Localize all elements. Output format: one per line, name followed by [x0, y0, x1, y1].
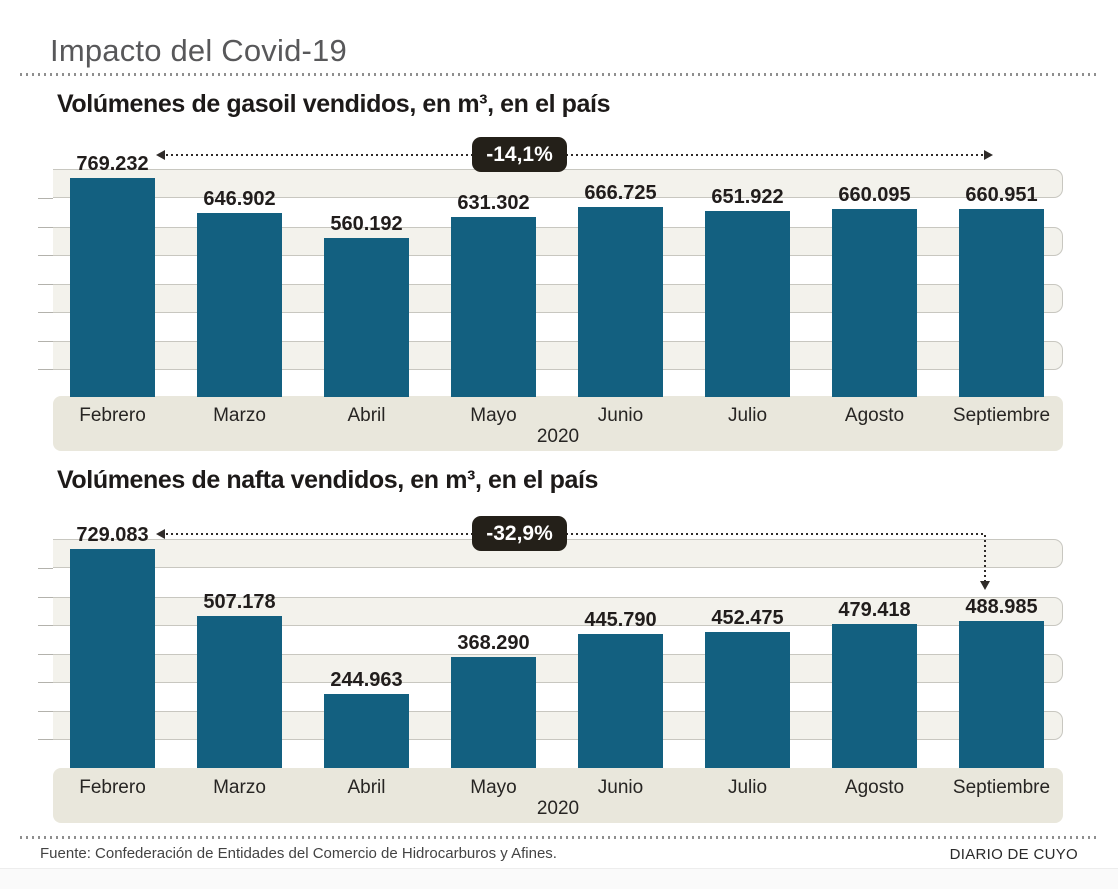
month-label: Abril [347, 405, 386, 426]
value-label: 660.951 [965, 184, 1038, 206]
month-label: Julio [727, 405, 768, 426]
axis-tick [38, 198, 53, 199]
bar [959, 209, 1044, 397]
bar [451, 217, 536, 397]
bar [197, 213, 282, 397]
value-label: 729.083 [76, 524, 149, 546]
month-label: Febrero [79, 777, 146, 798]
arrow-left-icon [156, 529, 165, 539]
month-label: Junio [597, 777, 644, 798]
bar [324, 238, 409, 397]
footer-divider [20, 836, 1098, 839]
bar [324, 694, 409, 768]
month-label: Marzo [213, 405, 266, 426]
value-label: 488.985 [965, 596, 1038, 618]
value-label: 660.095 [838, 184, 911, 206]
month-label: Marzo [213, 777, 266, 798]
gasoil-year-label: 2020 [536, 426, 580, 447]
axis-tick [38, 227, 53, 228]
gasoil-x-axis-band: 2020 Febrero Marzo Abril Mayo Junio Julio Agos… [53, 396, 1063, 451]
bar [705, 632, 790, 768]
grid-band [53, 169, 1063, 198]
axis-tick [38, 711, 53, 712]
arrow-left-icon [156, 150, 165, 160]
axis-tick [38, 341, 53, 342]
value-label: 507.178 [203, 591, 276, 613]
month-label: Junio [597, 405, 644, 426]
bar [705, 211, 790, 397]
axis-tick [38, 654, 53, 655]
month-label: Mayo [470, 405, 517, 426]
axis-tick [38, 625, 53, 626]
axis-tick [38, 682, 53, 683]
nafta-year-label: 2020 [536, 798, 580, 819]
arrow-right-icon [984, 150, 993, 160]
axis-tick [38, 284, 53, 285]
bar [832, 624, 917, 768]
bar [70, 549, 155, 768]
value-label: 368.290 [457, 632, 530, 654]
axis-tick [38, 568, 53, 569]
bottom-strip [0, 868, 1118, 889]
axis-tick [38, 369, 53, 370]
nafta-plot-area: 729.083 507.178 244.963 368.290 445.790 452.4… [38, 524, 1063, 768]
bar [578, 207, 663, 397]
bar [832, 209, 917, 397]
nafta-x-axis-band: 2020 Febrero Marzo Abril Mayo Junio Julio Agos… [53, 768, 1063, 823]
bar [578, 634, 663, 768]
gasoil-chart-title: Volúmenes de gasoil vendidos, en m³, en … [57, 90, 611, 118]
bar [197, 616, 282, 768]
value-label: 479.418 [838, 599, 911, 621]
month-label: Agosto [844, 777, 905, 798]
month-label: Julio [727, 777, 768, 798]
change-arrow-drop-line [984, 535, 986, 581]
change-arrow-line [166, 154, 984, 156]
source-credit: Fuente: Confederación de Entidades del C… [40, 845, 557, 862]
bar [959, 621, 1044, 768]
axis-tick [38, 312, 53, 313]
page-title: Impacto del Covid-19 [50, 33, 347, 68]
axis-tick [38, 255, 53, 256]
month-label: Mayo [470, 777, 517, 798]
value-label: 769.232 [76, 153, 149, 175]
month-label: Abril [347, 777, 386, 798]
value-label: 631.302 [457, 192, 530, 214]
arrow-down-icon [980, 581, 990, 590]
value-label: 651.922 [711, 186, 784, 208]
month-label: Agosto [844, 405, 905, 426]
bar [70, 178, 155, 397]
value-label: 445.790 [584, 609, 657, 631]
nafta-change-badge: -32,9% [472, 516, 567, 551]
month-label: Septiembre [952, 405, 1051, 426]
change-arrow-line [166, 533, 984, 535]
value-label: 666.725 [584, 182, 657, 204]
axis-tick [38, 597, 53, 598]
axis-tick [38, 739, 53, 740]
month-label: Febrero [79, 405, 146, 426]
value-label: 646.902 [203, 188, 276, 210]
bar [451, 657, 536, 768]
gasoil-change-badge: -14,1% [472, 137, 567, 172]
gasoil-plot-area: 769.232 646.902 560.192 631.302 666.725 651.9… [38, 153, 1063, 397]
month-label: Septiembre [952, 777, 1051, 798]
nafta-chart-title: Volúmenes de nafta vendidos, en m³, en e… [57, 466, 598, 494]
title-divider [20, 73, 1098, 76]
value-label: 452.475 [711, 607, 784, 629]
value-label: 560.192 [330, 213, 403, 235]
publisher-credit: DIARIO DE CUYO [949, 846, 1078, 863]
value-label: 244.963 [330, 669, 403, 691]
